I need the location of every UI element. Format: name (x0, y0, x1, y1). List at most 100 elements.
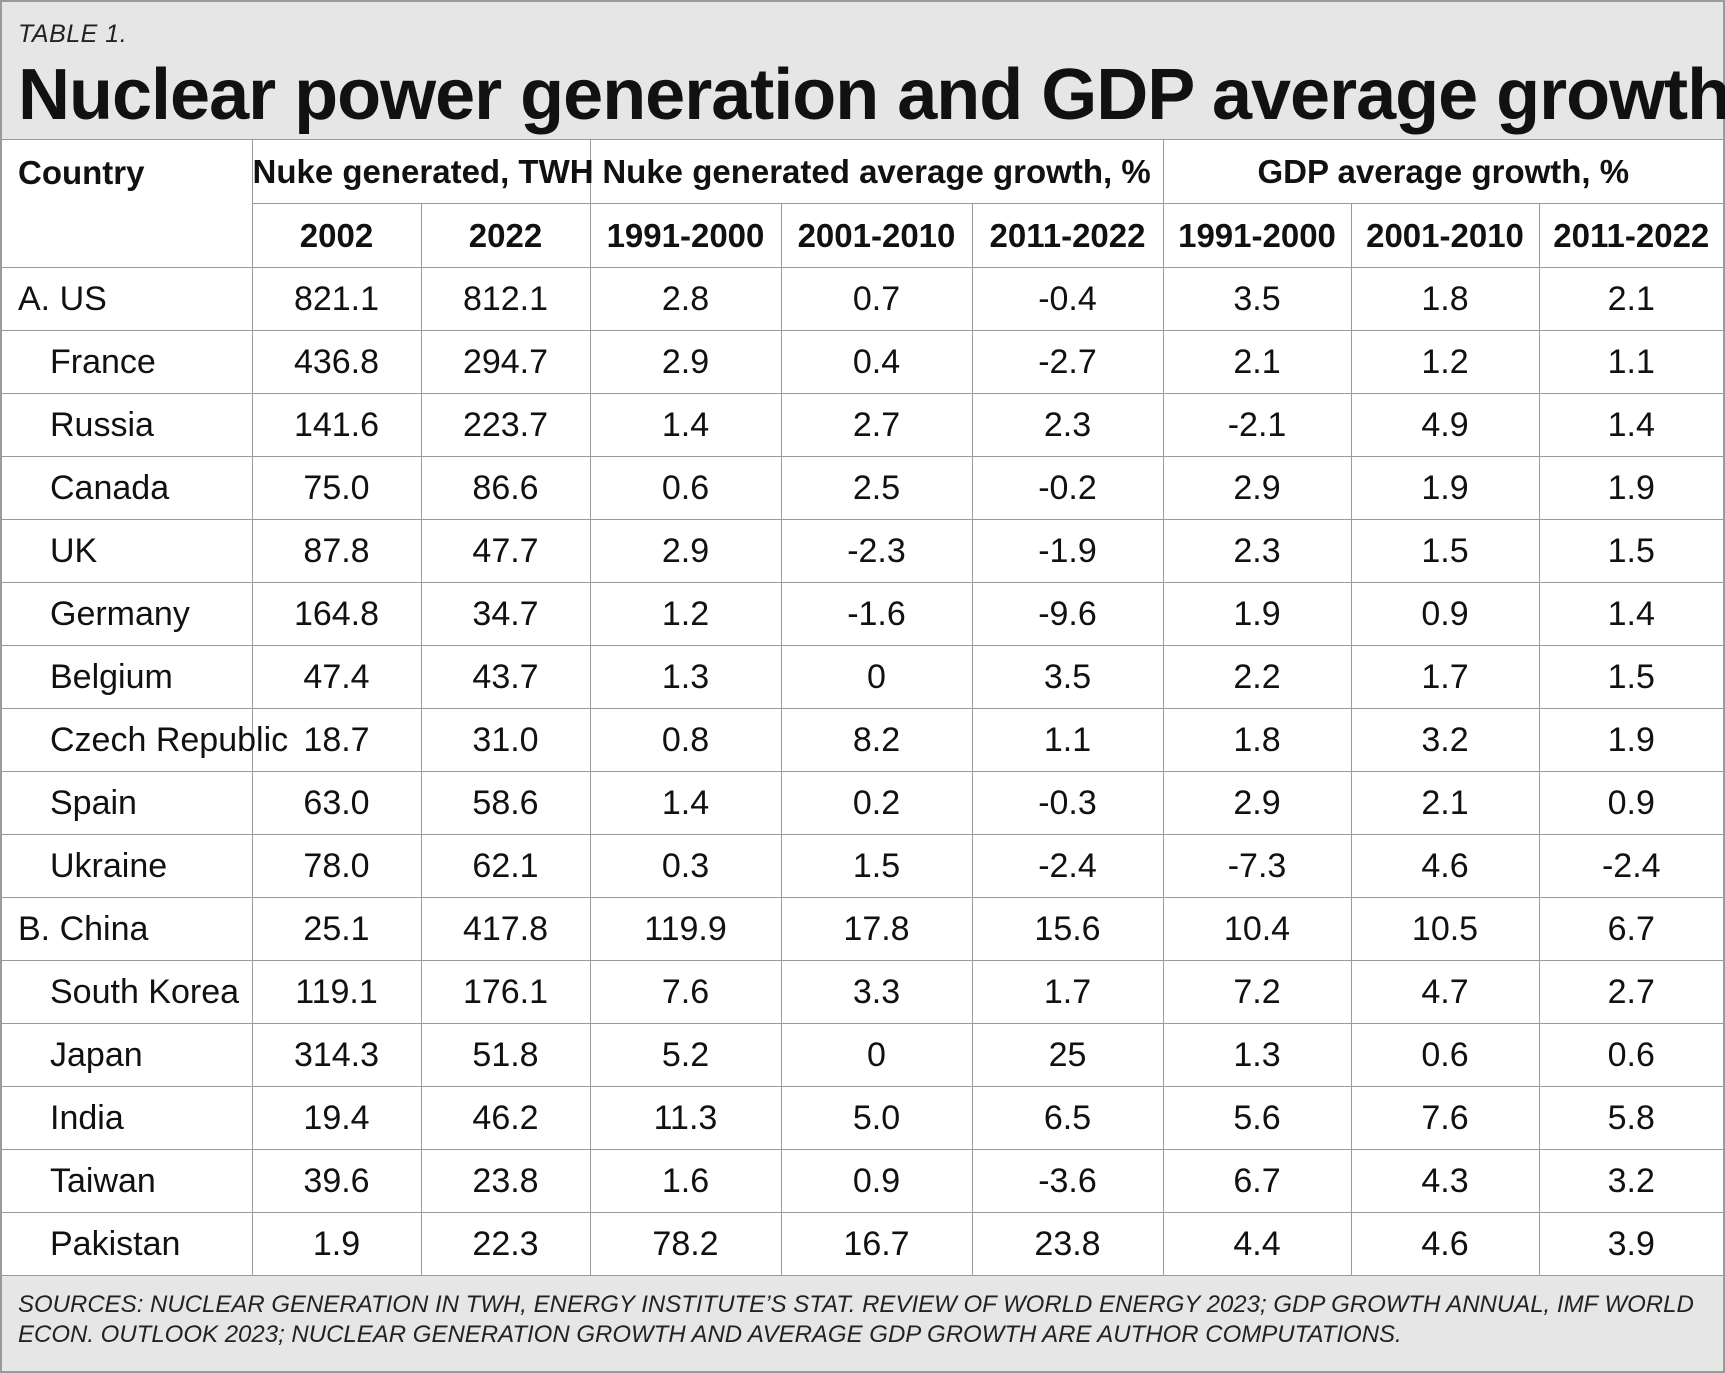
cell-country: Belgium (2, 645, 253, 709)
cell-value: 3.2 (1538, 1149, 1724, 1213)
cell-country: UK (2, 519, 253, 583)
cell-value: 47.7 (420, 519, 591, 583)
cell-value: 5.0 (780, 1086, 973, 1150)
cell-value: 1.5 (780, 834, 973, 898)
table-row: Canada 75.0 86.6 0.6 2.5 -0.2 2.9 1.9 1.9 (2, 456, 1724, 520)
cell-value: 63.0 (251, 771, 422, 835)
cell-country: Canada (2, 456, 253, 520)
cell-value: 62.1 (420, 834, 591, 898)
cell-value: 1.4 (589, 771, 782, 835)
cell-country: Spain (2, 771, 253, 835)
cell-value: 119.1 (251, 960, 422, 1024)
cell-value: -3.6 (971, 1149, 1164, 1213)
cell-value: 0.3 (589, 834, 782, 898)
cell-value: 2.3 (971, 393, 1164, 457)
cell-value: 294.7 (420, 330, 591, 394)
sources-note: SOURCES: NUCLEAR GENERATION IN TWH, ENER… (18, 1291, 1694, 1348)
table-row: Japan 314.3 51.8 5.2 0 25 1.3 0.6 0.6 (2, 1023, 1724, 1087)
cell-value: 25 (971, 1023, 1164, 1087)
cell-value: 3.5 (971, 645, 1164, 709)
cell-value: 22.3 (420, 1212, 591, 1276)
cell-value: 3.5 (1162, 267, 1352, 331)
cell-value: -2.1 (1162, 393, 1352, 457)
cell-value: 39.6 (251, 1149, 422, 1213)
table-row: B. China 25.1 417.8 119.9 17.8 15.6 10.4 10.5 6.… (2, 897, 1724, 961)
cell-value: 2.3 (1162, 519, 1352, 583)
cell-value: 75.0 (251, 456, 422, 520)
cell-value: 5.2 (589, 1023, 782, 1087)
cell-value: -0.2 (971, 456, 1164, 520)
cell-value: 0.4 (780, 330, 973, 394)
header-year-2002: 2002 (251, 203, 422, 268)
cell-value: 4.4 (1162, 1212, 1352, 1276)
cell-country: France (2, 330, 253, 394)
cell-value: 1.8 (1350, 267, 1540, 331)
cell-value: 119.9 (589, 897, 782, 961)
cell-value: 0.9 (1350, 582, 1540, 646)
table-row: Taiwan 39.6 23.8 1.6 0.9 -3.6 6.7 4.3 3.2 (2, 1149, 1724, 1213)
cell-country: Ukraine (2, 834, 253, 898)
cell-country: A. US (2, 267, 253, 331)
header-country: Country (2, 139, 253, 268)
cell-value: 0.6 (589, 456, 782, 520)
cell-value: 5.8 (1538, 1086, 1724, 1150)
cell-value: 10.4 (1162, 897, 1352, 961)
cell-value: 0.7 (780, 267, 973, 331)
cell-value: 436.8 (251, 330, 422, 394)
cell-value: -2.4 (971, 834, 1164, 898)
cell-value: 1.4 (1538, 393, 1724, 457)
table-body: A. US 821.1 812.1 2.8 0.7 -0.4 3.5 1.8 2.1 France… (2, 267, 1724, 1276)
cell-value: 34.7 (420, 582, 591, 646)
table-row: India 19.4 46.2 11.3 5.0 6.5 5.6 7.6 5.8 (2, 1086, 1724, 1150)
cell-country: Germany (2, 582, 253, 646)
cell-value: 31.0 (420, 708, 591, 772)
cell-value: 17.8 (780, 897, 973, 961)
cell-country: Czech Republic (2, 708, 288, 772)
cell-value: 87.8 (251, 519, 422, 583)
cell-value: 1.2 (589, 582, 782, 646)
cell-value: 7.2 (1162, 960, 1352, 1024)
cell-value: 15.6 (971, 897, 1164, 961)
cell-value: -2.7 (971, 330, 1164, 394)
cell-value: 25.1 (251, 897, 422, 961)
cell-value: 1.7 (1350, 645, 1540, 709)
header-nuke-period-2: 2001-2010 (780, 203, 973, 268)
header-group-nuke-growth: Nuke generated average growth, % (589, 139, 1164, 204)
cell-value: -2.3 (780, 519, 973, 583)
cell-value: 1.6 (589, 1149, 782, 1213)
cell-value: 3.3 (780, 960, 973, 1024)
cell-value: 1.1 (1538, 330, 1724, 394)
cell-value: 0.6 (1538, 1023, 1724, 1087)
cell-value: 16.7 (780, 1212, 973, 1276)
cell-value: 78.0 (251, 834, 422, 898)
header-group-nuke-generated: Nuke generated, TWH (251, 139, 594, 204)
header-gdp-period-3: 2011-2022 (1538, 203, 1724, 268)
cell-value: 0.9 (780, 1149, 973, 1213)
cell-value: 1.5 (1350, 519, 1540, 583)
cell-country: India (2, 1086, 253, 1150)
cell-value: 0.6 (1350, 1023, 1540, 1087)
cell-value: -2.4 (1538, 834, 1724, 898)
cell-value: 4.6 (1350, 1212, 1540, 1276)
cell-value: 11.3 (589, 1086, 782, 1150)
table-row: South Korea 119.1 176.1 7.6 3.3 1.7 7.2 4.7 2.7 (2, 960, 1724, 1024)
table-row: Czech Republic 18.7 31.0 0.8 8.2 1.1 1.8 3.2 1.9 (2, 708, 1724, 772)
cell-value: -0.4 (971, 267, 1164, 331)
cell-value: 1.5 (1538, 519, 1724, 583)
cell-value: 0 (780, 645, 973, 709)
cell-value: 2.1 (1162, 330, 1352, 394)
cell-value: 18.7 (251, 708, 422, 772)
cell-country: B. China (2, 897, 253, 961)
table-label: TABLE 1. (18, 20, 128, 48)
cell-value: 78.2 (589, 1212, 782, 1276)
header-gdp-period-1: 1991-2000 (1162, 203, 1352, 268)
cell-value: 1.8 (1162, 708, 1352, 772)
cell-value: -1.6 (780, 582, 973, 646)
table-row: UK 87.8 47.7 2.9 -2.3 -1.9 2.3 1.5 1.5 (2, 519, 1724, 583)
cell-value: 43.7 (420, 645, 591, 709)
cell-country: Pakistan (2, 1212, 253, 1276)
cell-value: 164.8 (251, 582, 422, 646)
cell-value: 223.7 (420, 393, 591, 457)
cell-value: 47.4 (251, 645, 422, 709)
